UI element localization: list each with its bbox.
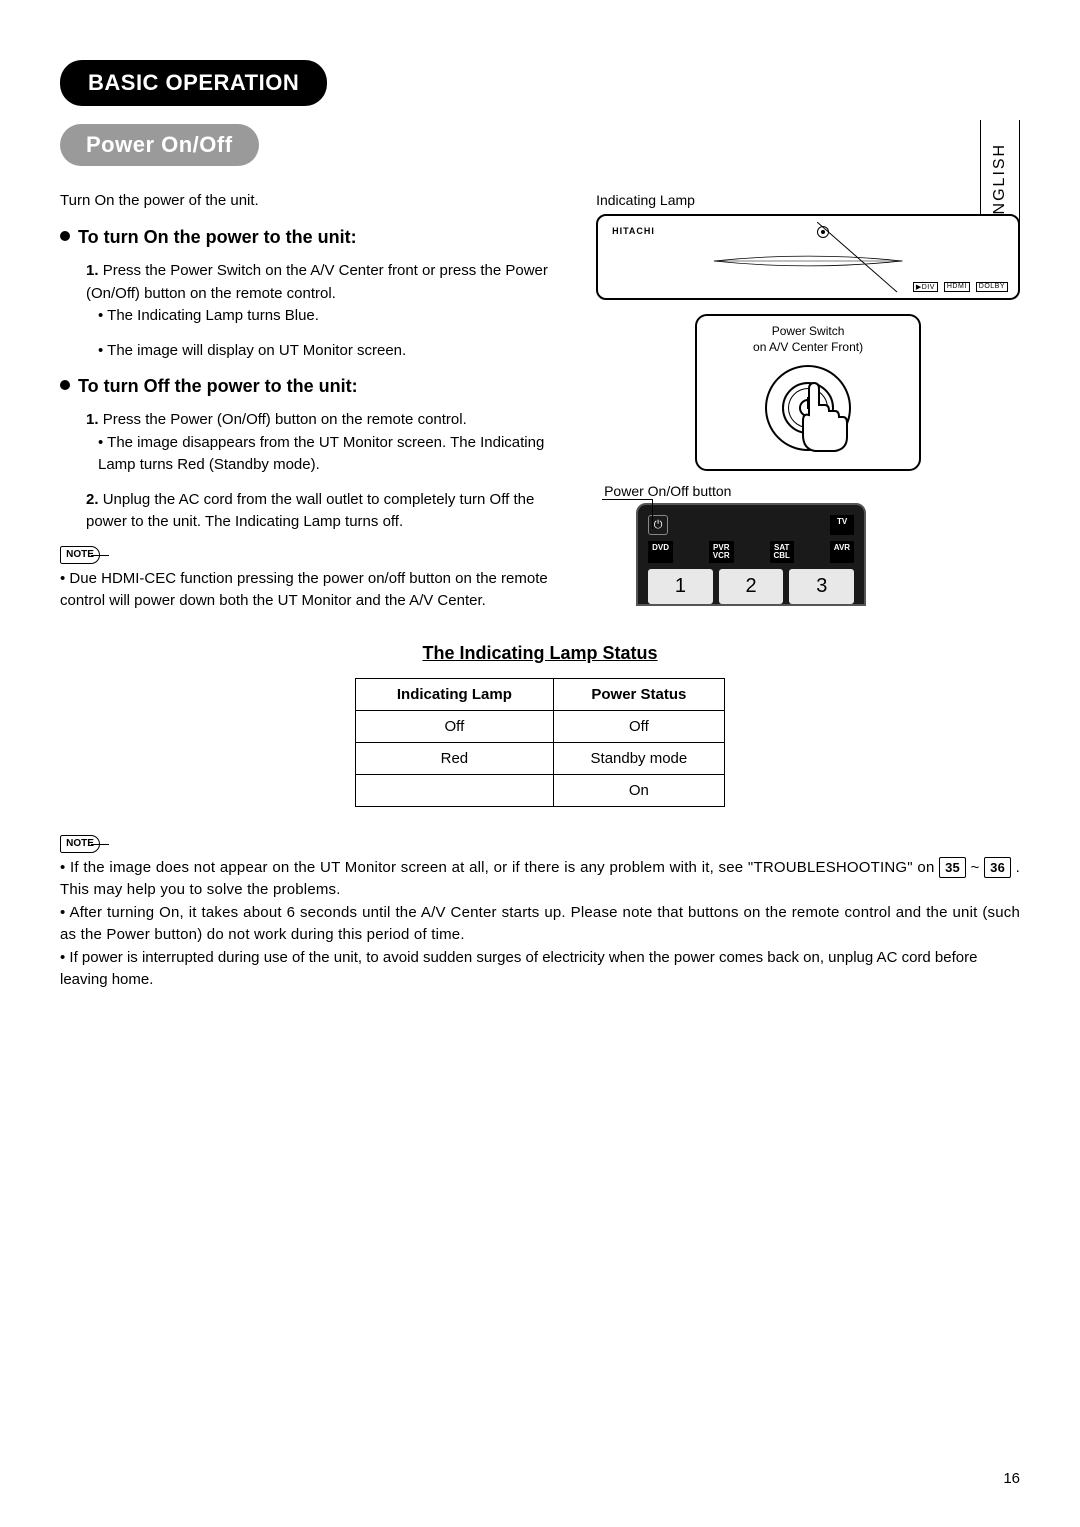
cell: Standby mode bbox=[553, 742, 724, 774]
turn-off-title: To turn Off the power to the unit: bbox=[60, 376, 578, 397]
cell bbox=[356, 774, 554, 806]
indicating-lamp-label: Indicating Lamp bbox=[596, 192, 1020, 208]
note-list: If the image does not appear on the UT M… bbox=[60, 857, 1020, 992]
sub-item: The image disappears from the UT Monitor… bbox=[98, 432, 578, 477]
remote-numkey: 2 bbox=[719, 569, 784, 604]
intro-text: Turn On the power of the unit. bbox=[60, 192, 578, 209]
lamp-status-table: Indicating Lamp Power Status Off Off Red… bbox=[355, 678, 725, 807]
remote-label: Power On/Off button bbox=[604, 483, 1020, 499]
cell: On bbox=[553, 774, 724, 806]
page-number: 16 bbox=[1003, 1470, 1020, 1487]
note-item: Due HDMI-CEC function pressing the power… bbox=[60, 568, 578, 613]
lamp-status-section: The Indicating Lamp Status Indicating La… bbox=[60, 643, 1020, 807]
page-ref: 35 bbox=[939, 857, 966, 879]
left-column: Turn On the power of the unit. To turn O… bbox=[60, 192, 578, 613]
brand-label: HITACHI bbox=[612, 226, 655, 236]
remote-body: ⏻ TV DVD PVR VCR SAT CBL AVR 1 2 3 bbox=[636, 503, 866, 606]
av-center-diagram: HITACHI ▶DIV HDMI DOLBY bbox=[596, 214, 1020, 300]
note-text: Due HDMI-CEC function pressing the power… bbox=[60, 568, 578, 613]
callout-line-icon bbox=[652, 499, 653, 529]
power-button-icon bbox=[765, 365, 851, 451]
col-header: Indicating Lamp bbox=[356, 678, 554, 710]
remote-key: SAT CBL bbox=[770, 541, 794, 563]
power-icon: ⏻ bbox=[648, 515, 668, 535]
step-number: 2. bbox=[86, 491, 99, 508]
note-item: If the image does not appear on the UT M… bbox=[60, 857, 1020, 902]
lamp-status-title: The Indicating Lamp Status bbox=[60, 643, 1020, 664]
step-text: Unplug the AC cord from the wall outlet … bbox=[86, 491, 534, 531]
step-text: Press the Power (On/Off) button on the r… bbox=[103, 411, 467, 428]
step-text: Press the Power Switch on the A/V Center… bbox=[86, 262, 548, 302]
turn-on-steps: 1. Press the Power Switch on the A/V Cen… bbox=[60, 260, 578, 362]
remote-key: DVD bbox=[648, 541, 673, 563]
subsection-heading: Power On/Off bbox=[60, 124, 259, 166]
note-row: NOTE bbox=[60, 546, 578, 564]
notes-block: NOTE If the image does not appear on the… bbox=[60, 835, 1020, 992]
list-item: 1. Press the Power (On/Off) button on th… bbox=[86, 409, 578, 477]
remote-key: AVR bbox=[830, 541, 854, 563]
remote-key: TV bbox=[830, 515, 854, 535]
col-header: Power Status bbox=[553, 678, 724, 710]
table-row: On bbox=[356, 774, 725, 806]
right-column: Indicating Lamp HITACHI ▶DIV HDMI DOLBY bbox=[596, 192, 1020, 613]
note-icon: NOTE bbox=[60, 835, 100, 853]
remote-diagram: ⏻ TV DVD PVR VCR SAT CBL AVR 1 2 3 bbox=[636, 503, 866, 606]
note-icon: NOTE bbox=[60, 546, 100, 564]
page-ref: 36 bbox=[984, 857, 1011, 879]
step-number: 1. bbox=[86, 262, 99, 279]
sub-item: The Indicating Lamp turns Blue. bbox=[98, 305, 578, 328]
sublist: The image disappears from the UT Monitor… bbox=[86, 432, 578, 477]
note-item: After turning On, it takes about 6 secon… bbox=[60, 902, 1020, 947]
callout-line-icon bbox=[817, 222, 947, 312]
remote-numkey: 3 bbox=[789, 569, 854, 604]
note-row: NOTE bbox=[60, 835, 1020, 853]
list-item: 2. Unplug the AC cord from the wall outl… bbox=[86, 489, 578, 534]
turn-on-title: To turn On the power to the unit: bbox=[60, 227, 578, 248]
list-item: 1. Press the Power Switch on the A/V Cen… bbox=[86, 260, 578, 362]
remote-row: ⏻ TV bbox=[648, 515, 854, 535]
remote-numkey: 1 bbox=[648, 569, 713, 604]
power-switch-label: Power Switch on A/V Center Front) bbox=[705, 324, 911, 355]
table-row: Indicating Lamp Power Status bbox=[356, 678, 725, 710]
content-columns: Turn On the power of the unit. To turn O… bbox=[60, 192, 1020, 613]
table-row: Off Off bbox=[356, 710, 725, 742]
logo-icon: DOLBY bbox=[976, 282, 1008, 292]
table-row: Red Standby mode bbox=[356, 742, 725, 774]
sublist: The Indicating Lamp turns Blue. The imag… bbox=[86, 305, 578, 362]
note-item: If power is interrupted during use of th… bbox=[60, 947, 1020, 992]
sub-item: The image will display on UT Monitor scr… bbox=[98, 340, 578, 363]
section-heading: BASIC OPERATION bbox=[60, 60, 327, 106]
cell: Off bbox=[356, 710, 554, 742]
step-number: 1. bbox=[86, 411, 99, 428]
turn-off-steps: 1. Press the Power (On/Off) button on th… bbox=[60, 409, 578, 534]
remote-numrow: 1 2 3 bbox=[648, 569, 854, 604]
remote-key: PVR VCR bbox=[709, 541, 734, 563]
hand-pointer-icon bbox=[789, 377, 859, 457]
manual-page: ENGLISH BASIC OPERATION Power On/Off Tur… bbox=[0, 0, 1080, 1527]
remote-row: DVD PVR VCR SAT CBL AVR bbox=[648, 541, 854, 563]
logo-icon: HDMI bbox=[944, 282, 970, 292]
cell: Off bbox=[553, 710, 724, 742]
cell: Red bbox=[356, 742, 554, 774]
power-switch-callout: Power Switch on A/V Center Front) bbox=[695, 314, 921, 471]
